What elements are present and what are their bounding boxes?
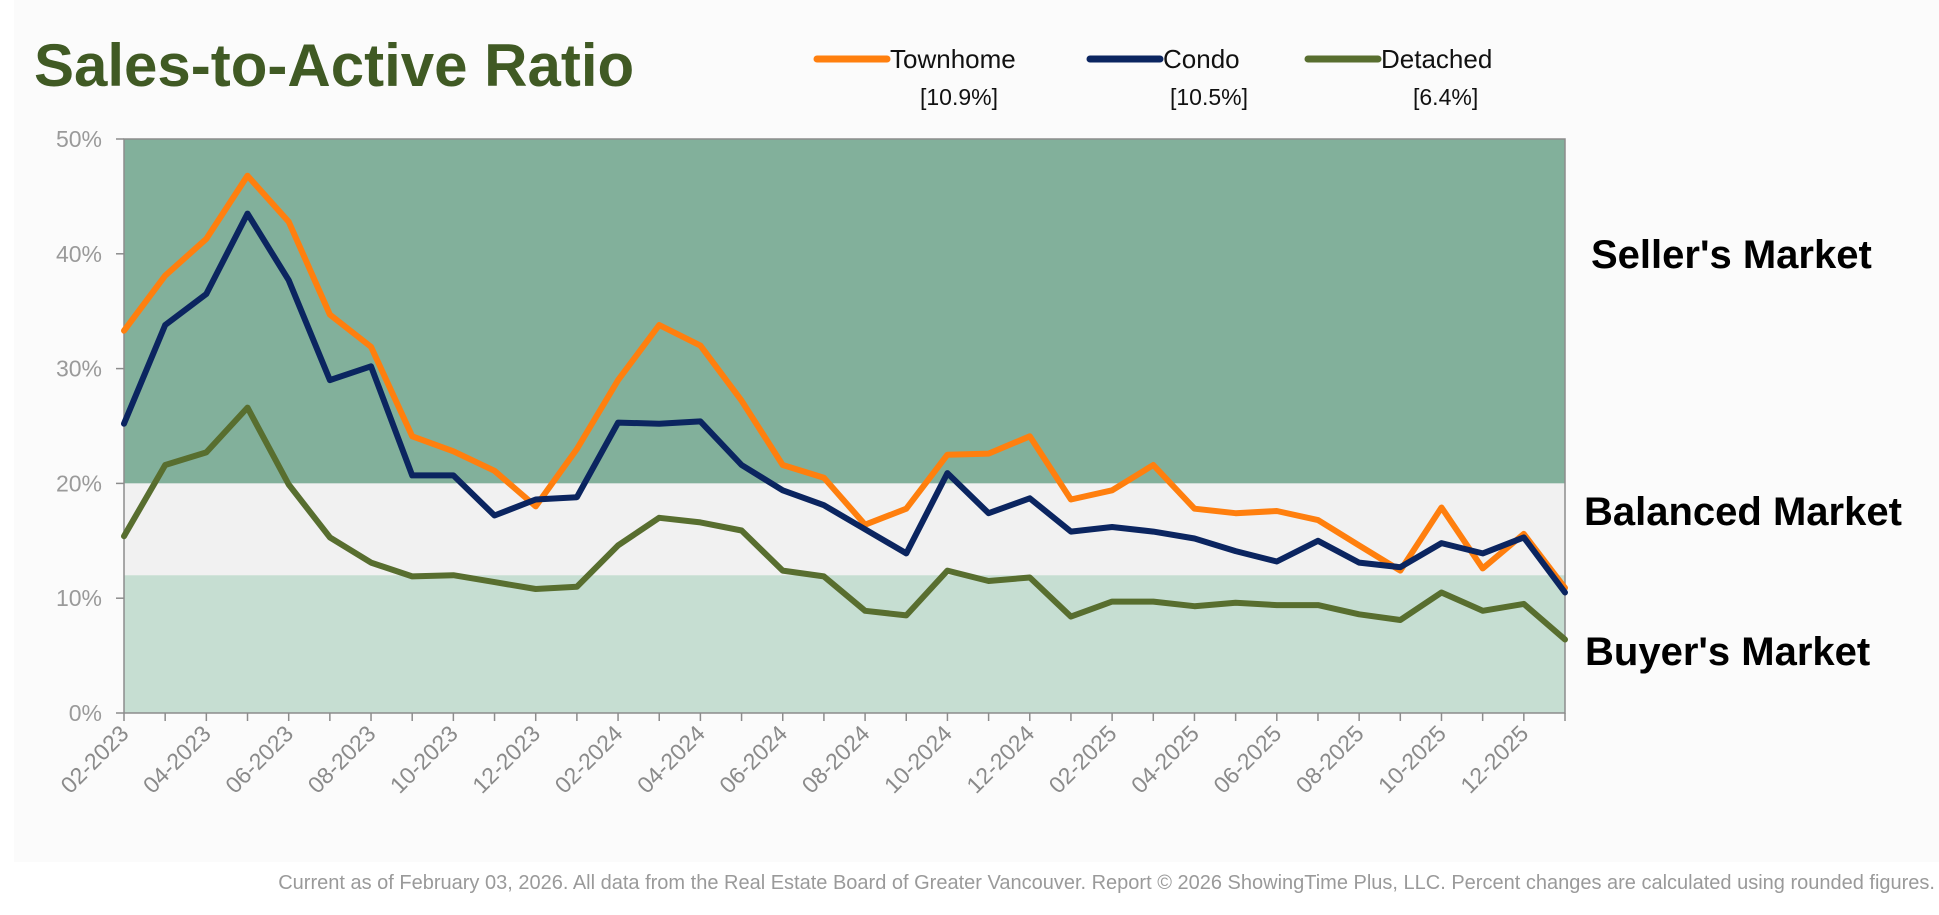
x-tick-label: 12-2025: [1455, 720, 1533, 798]
market-zone-labels: Seller's Market Balanced Market Buyer's Ma…: [1584, 233, 1902, 674]
footer-note: Current as of February 03, 2026. All dat…: [278, 872, 1935, 894]
seller-s-market-zone: [124, 139, 1565, 484]
detached-series-line: [121, 404, 1568, 643]
townhome-series-line: [121, 172, 1568, 591]
x-tick-label: 04-2023: [138, 720, 216, 798]
x-tick-label: 08-2024: [797, 720, 875, 798]
legend: Townhome [10.9%] Condo [10.5%] Detached [6.4%…: [813, 44, 1492, 110]
x-tick-label: 10-2025: [1373, 720, 1451, 798]
legend-label: Condo: [1163, 44, 1240, 74]
legend-item-condo: Condo [10.5%]: [1086, 44, 1248, 110]
legend-current-value: [10.5%]: [1170, 84, 1248, 110]
x-tick-label: 10-2024: [879, 720, 957, 798]
chart-title: Sales-to-Active Ratio: [34, 32, 634, 99]
x-tick-label: 12-2024: [961, 720, 1039, 798]
y-tick-label: 20%: [56, 470, 102, 496]
x-tick-label: 12-2023: [467, 720, 545, 798]
x-tick-label: 04-2025: [1126, 720, 1204, 798]
x-tick-label: 10-2023: [385, 720, 463, 798]
market-zones: [124, 139, 1565, 713]
x-tick-label: 08-2025: [1291, 720, 1369, 798]
sales-to-active-chart: Sales-to-Active Ratio Seller's Market Bal…: [34, 32, 1902, 798]
legend-current-value: [6.4%]: [1413, 84, 1478, 110]
y-tick-label: 30%: [56, 356, 102, 382]
y-tick-label: 10%: [56, 585, 102, 611]
series-lines: [121, 172, 1568, 643]
x-tick-label: 06-2024: [714, 720, 792, 798]
balanced-market-label: Balanced Market: [1584, 490, 1902, 534]
buyer-s-market-label: Buyer's Market: [1585, 630, 1870, 674]
x-tick-label: 08-2023: [302, 720, 380, 798]
x-tick-label: 02-2024: [550, 720, 628, 798]
seller-s-market-label: Seller's Market: [1591, 233, 1872, 277]
y-tick-label: 40%: [56, 241, 102, 267]
buyer-s-market-zone: [124, 575, 1565, 713]
condo-series-line: [121, 210, 1568, 596]
y-tick-label: 50%: [56, 126, 102, 152]
legend-label: Detached: [1381, 44, 1492, 74]
legend-label: Townhome: [890, 44, 1016, 74]
x-tick-label: 02-2023: [55, 720, 133, 798]
legend-item-townhome: Townhome [10.9%]: [813, 44, 1016, 110]
x-tick-label: 06-2023: [220, 720, 298, 798]
x-tick-label: 04-2024: [632, 720, 710, 798]
x-tick-label: 06-2025: [1208, 720, 1286, 798]
x-tick-label: 02-2025: [1044, 720, 1122, 798]
y-tick-label: 0%: [69, 700, 102, 726]
legend-item-detached: Detached [6.4%]: [1304, 44, 1492, 110]
legend-current-value: [10.9%]: [920, 84, 998, 110]
